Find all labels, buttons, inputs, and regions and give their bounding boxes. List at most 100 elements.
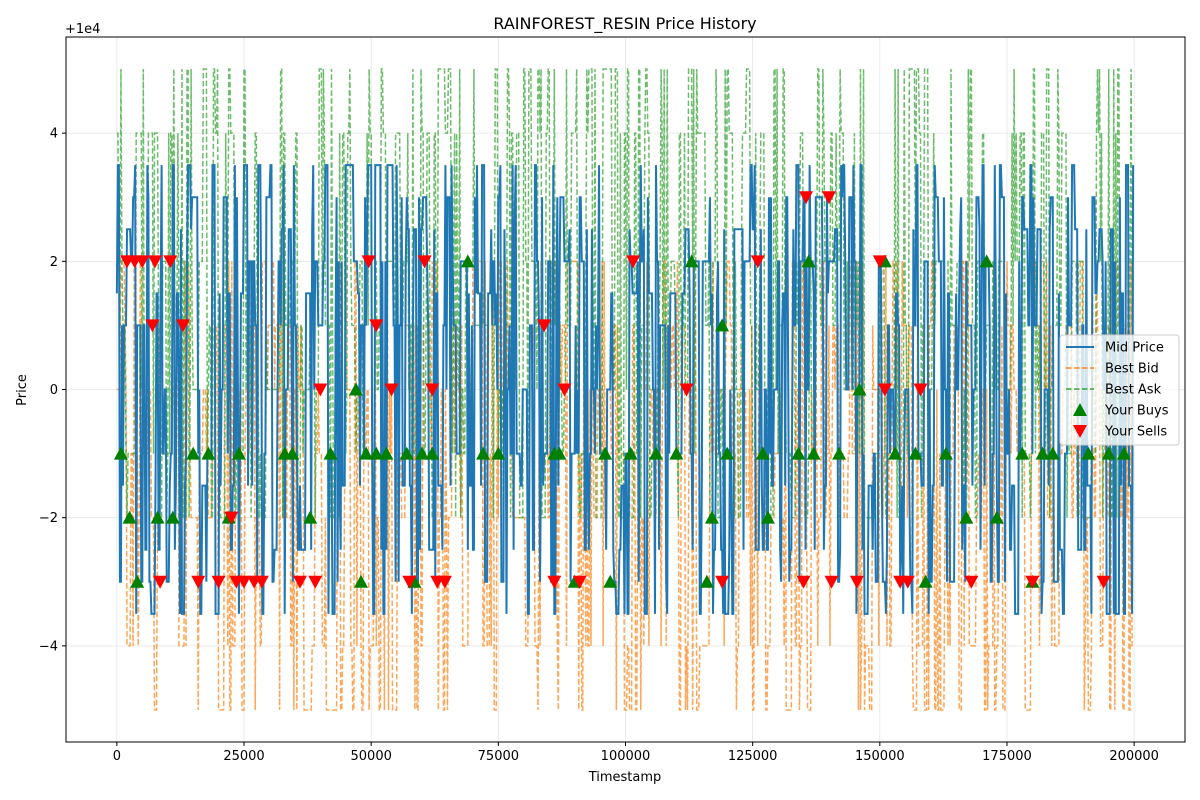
- y-tick-label: 2: [50, 255, 58, 270]
- buy-marker: [979, 254, 994, 268]
- sell-marker: [913, 383, 928, 397]
- x-tick-label: 75000: [478, 749, 519, 764]
- buy-marker: [603, 574, 618, 588]
- sell-marker: [135, 255, 150, 269]
- sell-marker: [796, 575, 811, 589]
- buy-marker: [348, 382, 363, 396]
- trade-markers: [113, 191, 1131, 589]
- legend-label: Mid Price: [1105, 341, 1164, 356]
- x-tick-label: 100000: [601, 749, 651, 764]
- sell-marker: [313, 383, 328, 397]
- buy-marker: [303, 510, 318, 524]
- buy-marker: [231, 446, 246, 460]
- buy-marker: [285, 446, 300, 460]
- sell-marker: [679, 383, 694, 397]
- buy-marker: [165, 510, 180, 524]
- y-tick-label: −4: [39, 639, 58, 654]
- x-tick-label: 150000: [855, 749, 905, 764]
- legend-label: Best Ask: [1105, 383, 1162, 398]
- sell-marker: [417, 255, 432, 269]
- buy-marker: [369, 446, 384, 460]
- x-tick-label: 125000: [728, 749, 778, 764]
- sell-marker: [537, 319, 552, 333]
- buy-marker: [918, 574, 933, 588]
- sell-marker: [626, 255, 641, 269]
- buy-marker: [720, 446, 735, 460]
- buy-marker: [806, 446, 821, 460]
- legend-swatch: [1073, 403, 1087, 416]
- legend: Mid Price Best Bid Best Ask Your Buys Your S…: [1059, 334, 1180, 446]
- buy-marker: [359, 446, 374, 460]
- sell-marker: [572, 575, 587, 589]
- legend-label: Best Bid: [1105, 362, 1159, 377]
- sell-marker: [224, 511, 239, 525]
- buy-marker: [201, 446, 216, 460]
- buy-marker: [1101, 446, 1116, 460]
- y-tick-label: 4: [50, 127, 58, 142]
- buy-marker: [122, 510, 137, 524]
- sell-marker: [163, 255, 178, 269]
- buy-marker: [323, 446, 338, 460]
- sell-marker: [361, 255, 376, 269]
- buy-marker: [755, 446, 770, 460]
- buy-marker: [959, 510, 974, 524]
- sell-marker: [1025, 575, 1040, 589]
- buy-marker: [684, 254, 699, 268]
- sell-marker: [175, 319, 190, 333]
- buy-marker: [938, 446, 953, 460]
- series-line-best-ask: [116, 68, 1134, 519]
- sell-marker: [849, 575, 864, 589]
- sell-marker: [557, 383, 572, 397]
- series-lines: [115, 68, 1135, 711]
- buy-marker: [715, 318, 730, 332]
- buy-marker: [460, 254, 475, 268]
- x-tick-label: 50000: [351, 749, 392, 764]
- buy-marker: [150, 510, 165, 524]
- buy-marker: [791, 446, 806, 460]
- legend-swatch: [1073, 425, 1087, 438]
- sell-marker: [254, 575, 269, 589]
- buy-marker: [379, 446, 394, 460]
- buy-marker: [491, 446, 506, 460]
- legend-label: Your Buys: [1104, 404, 1169, 419]
- sell-marker: [425, 383, 440, 397]
- sell-marker: [824, 575, 839, 589]
- sell-marker: [369, 319, 384, 333]
- sell-marker: [750, 255, 765, 269]
- legend-box: [1059, 334, 1180, 446]
- y-axis-offset-label: +1e4: [65, 22, 100, 37]
- buy-marker: [130, 574, 145, 588]
- buy-marker: [476, 446, 491, 460]
- chart-title: RAINFOREST_RESIN Price History: [493, 14, 756, 34]
- x-axis-title: Timestamp: [588, 770, 662, 785]
- buy-marker: [552, 446, 567, 460]
- sell-marker: [153, 575, 168, 589]
- buy-marker: [623, 446, 638, 460]
- x-tick-label: 25000: [223, 749, 264, 764]
- x-tick-label: 0: [113, 749, 121, 764]
- sell-marker: [964, 575, 979, 589]
- sell-marker: [145, 319, 160, 333]
- buy-marker: [1081, 446, 1096, 460]
- buy-marker: [699, 574, 714, 588]
- buy-marker: [399, 446, 414, 460]
- series-line-mid-price: [115, 164, 1135, 615]
- buy-marker: [113, 446, 128, 460]
- buy-marker: [801, 254, 816, 268]
- sell-marker: [308, 575, 323, 589]
- y-tick-label: −2: [39, 511, 58, 526]
- buy-marker: [1035, 446, 1050, 460]
- buy-marker: [908, 446, 923, 460]
- legend-label: Your Sells: [1104, 425, 1167, 440]
- buy-marker: [852, 382, 867, 396]
- buy-marker: [598, 446, 613, 460]
- sell-marker: [872, 255, 887, 269]
- sell-marker: [799, 191, 814, 205]
- buy-marker: [704, 510, 719, 524]
- sell-marker: [821, 191, 836, 205]
- sell-marker: [402, 575, 417, 589]
- sell-marker: [148, 255, 163, 269]
- buy-marker: [760, 510, 775, 524]
- buy-marker: [1015, 446, 1030, 460]
